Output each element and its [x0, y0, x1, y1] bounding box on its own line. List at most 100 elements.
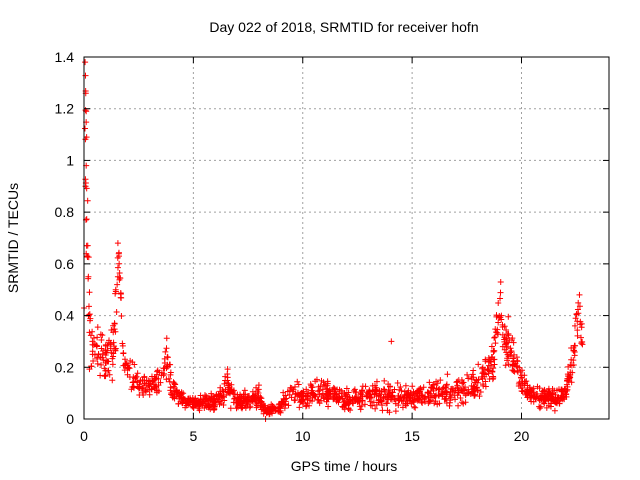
data-point [81, 125, 88, 132]
data-point [111, 320, 118, 327]
data-point [572, 315, 579, 322]
data-point [243, 396, 250, 403]
data-point [349, 398, 356, 405]
data-point [154, 368, 161, 375]
data-point [182, 397, 189, 404]
data-point [331, 391, 338, 398]
data-point [419, 400, 426, 407]
data-point [474, 384, 481, 391]
data-point [216, 392, 223, 399]
data-point [157, 379, 164, 386]
data-point [153, 387, 160, 394]
data-point [143, 377, 150, 384]
data-point [402, 382, 409, 389]
data-point [443, 381, 450, 388]
data-point [469, 371, 476, 378]
data-point [126, 373, 133, 380]
data-point [104, 358, 111, 365]
data-point [359, 397, 366, 404]
data-point [372, 405, 379, 412]
data-point [497, 278, 504, 285]
data-point [310, 390, 317, 397]
data-point [465, 386, 472, 393]
data-point [117, 294, 124, 301]
data-point [341, 390, 348, 397]
data-point [473, 377, 480, 384]
data-point [570, 347, 577, 354]
data-point [222, 377, 229, 384]
data-point [330, 384, 337, 391]
data-point [566, 375, 573, 382]
data-point [298, 396, 305, 403]
data-point [187, 395, 194, 402]
data-point [94, 360, 101, 367]
data-point [505, 313, 512, 320]
data-point [317, 383, 324, 390]
data-point [415, 396, 422, 403]
data-point [280, 389, 287, 396]
data-point [503, 327, 510, 334]
data-point [418, 392, 425, 399]
data-point [92, 341, 99, 348]
data-point [495, 300, 502, 307]
data-point [323, 385, 330, 392]
data-point [366, 388, 373, 395]
grid [84, 57, 609, 419]
data-point [82, 107, 89, 114]
data-point [163, 335, 170, 342]
data-point [99, 332, 106, 339]
data-point [221, 380, 228, 387]
data-point [476, 393, 483, 400]
data-point [446, 399, 453, 406]
data-point [190, 399, 197, 406]
data-point [576, 303, 583, 310]
data-point [485, 355, 492, 362]
data-point [164, 363, 171, 370]
data-point [89, 328, 96, 335]
data-point [369, 382, 376, 389]
data-point [401, 391, 408, 398]
data-point [134, 379, 141, 386]
data-point [381, 388, 388, 395]
data-point [439, 390, 446, 397]
data-point [551, 407, 558, 414]
data-point [355, 394, 362, 401]
data-point [553, 399, 560, 406]
data-point [475, 361, 482, 368]
data-point [514, 358, 521, 365]
data-point [458, 376, 465, 383]
data-point [470, 374, 477, 381]
data-point [82, 72, 89, 79]
data-point [214, 395, 221, 402]
data-point [268, 410, 275, 417]
data-point [455, 402, 462, 409]
data-point [454, 384, 461, 391]
data-point [101, 373, 108, 380]
data-point [499, 343, 506, 350]
data-point [487, 358, 494, 365]
data-point [177, 398, 184, 405]
data-point [482, 383, 489, 390]
x-tick-label: 0 [80, 428, 88, 444]
data-point [199, 395, 206, 402]
data-point [83, 242, 90, 249]
data-point [373, 378, 380, 385]
data-point [436, 386, 443, 393]
data-point [140, 392, 147, 399]
data-point [318, 393, 325, 400]
data-point [196, 407, 203, 414]
data-point [577, 318, 584, 325]
data-point [205, 402, 212, 409]
data-point [499, 324, 506, 331]
data-point [532, 394, 539, 401]
data-point [102, 346, 109, 353]
data-point [385, 387, 392, 394]
data-point [479, 365, 486, 372]
data-point [367, 394, 374, 401]
data-point [244, 401, 251, 408]
data-point [174, 389, 181, 396]
data-point [238, 394, 245, 401]
data-point [84, 253, 91, 260]
data-point [173, 393, 180, 400]
